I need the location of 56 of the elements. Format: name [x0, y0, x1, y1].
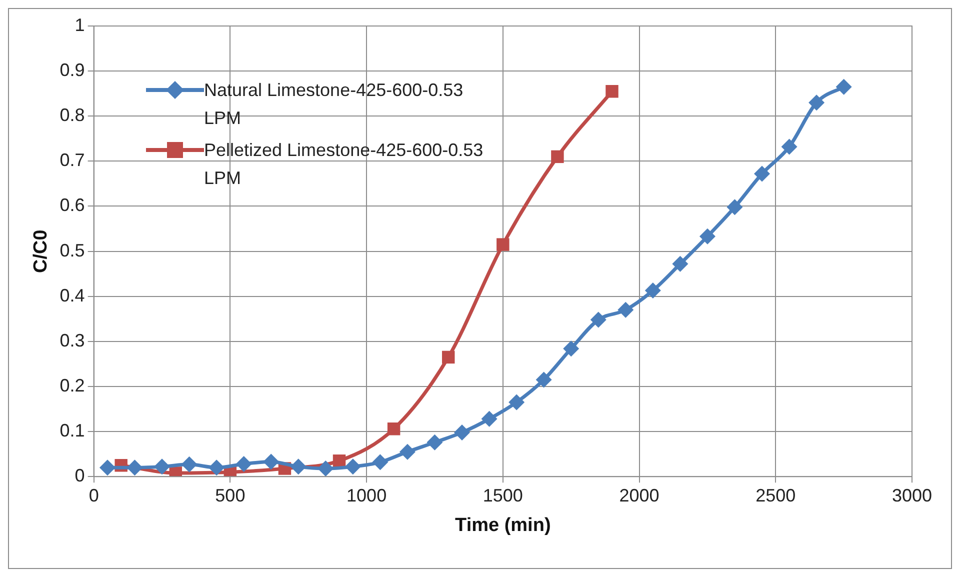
x-tick-label: 2000	[619, 485, 660, 506]
point	[496, 238, 510, 251]
y-tick-label: 0.4	[60, 285, 85, 306]
x-tick-label: 3000	[892, 485, 932, 506]
y-tick-label: 0.9	[60, 60, 85, 80]
x-tick-label: 1000	[346, 485, 387, 506]
x-tick-label: 500	[215, 485, 246, 506]
x-axis-title: Time (min)	[455, 514, 551, 536]
point	[332, 454, 346, 468]
point	[126, 460, 143, 476]
point	[481, 410, 498, 427]
point	[387, 422, 400, 436]
x-tick-label: 2500	[756, 485, 796, 506]
point	[836, 78, 852, 95]
point	[508, 394, 525, 410]
point	[290, 458, 306, 475]
point	[99, 460, 116, 476]
point	[536, 372, 552, 388]
point	[726, 199, 743, 216]
y-tick-label: 0	[74, 466, 85, 486]
point	[754, 166, 770, 182]
point	[563, 340, 580, 357]
legend-label: Natural Limestone-425-600-0.53 LPM	[204, 79, 464, 130]
point	[454, 424, 470, 440]
y-tick-label: 0.6	[60, 195, 85, 216]
y-axis-title: C/C0	[30, 230, 52, 273]
point	[442, 350, 455, 364]
point	[318, 460, 334, 476]
y-tick-label: 0.5	[60, 240, 85, 260]
point	[618, 302, 634, 318]
point	[590, 312, 606, 328]
point	[808, 94, 825, 111]
point	[181, 456, 198, 472]
y-tick-label: 0.1	[60, 420, 85, 441]
point	[399, 444, 416, 460]
y-tick-label: 1	[74, 14, 85, 35]
point	[672, 256, 688, 272]
point	[551, 150, 564, 164]
y-tick-label: 0.8	[60, 105, 85, 126]
point	[236, 456, 252, 472]
x-tick-label: 1500	[482, 485, 523, 506]
point	[372, 454, 388, 470]
point	[781, 138, 798, 155]
y-tick-label: 0.3	[60, 330, 85, 350]
y-tick-label: 0.7	[60, 150, 85, 170]
legend-label: Pelletized Limestone-425-600-0.53 LPM	[204, 139, 484, 190]
y-tick-label: 0.2	[60, 375, 85, 396]
point	[644, 282, 661, 298]
point	[208, 460, 225, 476]
x-tick-label: 0	[88, 485, 99, 506]
point	[344, 458, 361, 475]
point	[154, 458, 170, 475]
point	[263, 454, 280, 470]
point	[606, 84, 618, 98]
point	[426, 434, 443, 450]
point	[699, 228, 716, 244]
